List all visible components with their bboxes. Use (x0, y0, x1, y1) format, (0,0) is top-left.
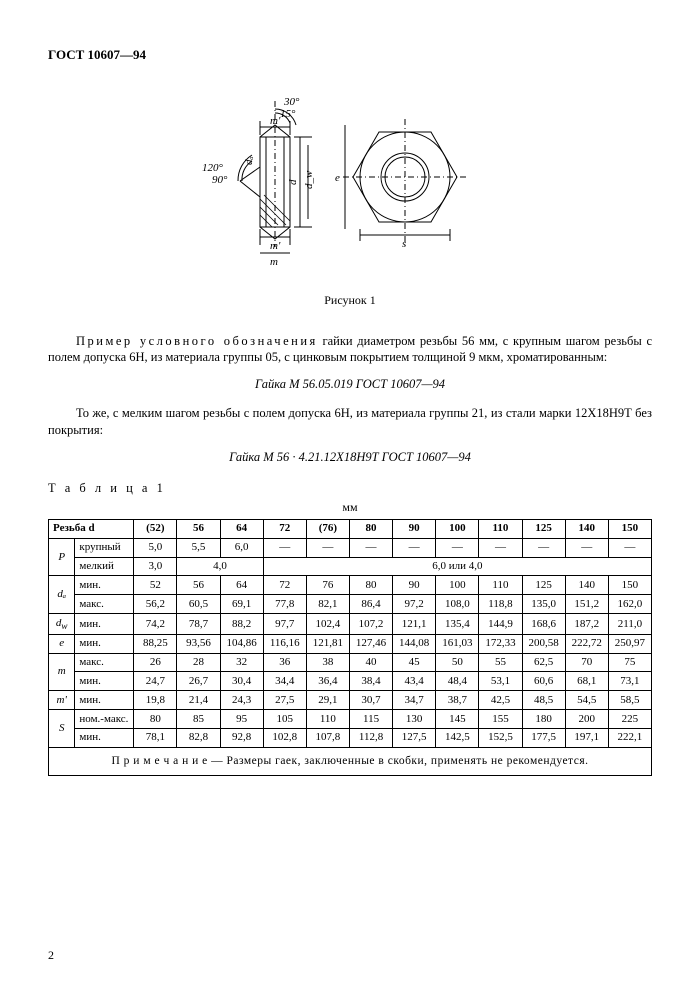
example-paragraph-1: Пример условного обозначения гайки диаме… (48, 333, 652, 367)
svg-text:dₐ: dₐ (243, 156, 255, 165)
table-row: dw мин. 74,278,788,2 97,7102,4107,2 121,… (49, 614, 652, 635)
svg-text:m: m (270, 256, 278, 268)
svg-text:30°: 30° (283, 96, 300, 108)
table-row: мин. 24,726,730,4 34,436,438,4 43,448,45… (49, 672, 652, 691)
svg-text:m': m' (270, 115, 281, 127)
table-row: S ном.-макс. 808595 105110115 130145155 … (49, 710, 652, 729)
designation-1: Гайка М 56.05.019 ГОСТ 10607—94 (48, 376, 652, 393)
table-row: мин. 78,182,892,8 102,8107,8112,8 127,51… (49, 728, 652, 747)
svg-text:s: s (402, 238, 406, 250)
svg-text:15°: 15° (280, 108, 296, 120)
table-row: макс. 56,260,569,1 77,882,186,4 97,2108,… (49, 595, 652, 614)
table-row: e мин. 88,2593,56104,86 116,16121,81127,… (49, 634, 652, 653)
table-note-row: П р и м е ч а н и е — Размеры гаек, закл… (49, 747, 652, 776)
dimensions-table: Резьба d (52)5664 72(76)80 90100110 1251… (48, 519, 652, 776)
table-row: m макс. 262832 363840 455055 62,57075 (49, 653, 652, 672)
figure-caption: Рисунок 1 (48, 292, 652, 308)
page-number: 2 (48, 947, 54, 963)
example-paragraph-2: То же, с мелким шагом резьбы с полем доп… (48, 405, 652, 439)
table-caption: Т а б л и ц а 1 (48, 480, 652, 497)
table-row: мелкий 3,0 4,0 6,0 или 4,0 (49, 557, 652, 576)
table-row: m' мин. 19,821,424,3 27,529,130,7 34,738… (49, 691, 652, 710)
doc-header: ГОСТ 10607—94 (48, 46, 652, 64)
table-unit: мм (48, 499, 652, 515)
svg-text:d: d (287, 179, 299, 185)
svg-text:120°: 120° (202, 162, 224, 174)
designation-2: Гайка М 56 · 4.21.12Х18Н9Т ГОСТ 10607—94 (48, 449, 652, 466)
figure-1: 30° 15° m' m' m (48, 72, 652, 287)
svg-text:m': m' (270, 240, 281, 252)
table-header-row: Резьба d (52)5664 72(76)80 90100110 1251… (49, 519, 652, 538)
table-row: P крупный 5,05,56,0 ——— ——— ——— (49, 538, 652, 557)
svg-text:e: e (335, 172, 340, 184)
svg-text:d_w: d_w (303, 170, 315, 189)
table-row: dₐ мин. 525664 727680 90100110 125140150 (49, 576, 652, 595)
svg-text:90°: 90° (212, 174, 228, 186)
